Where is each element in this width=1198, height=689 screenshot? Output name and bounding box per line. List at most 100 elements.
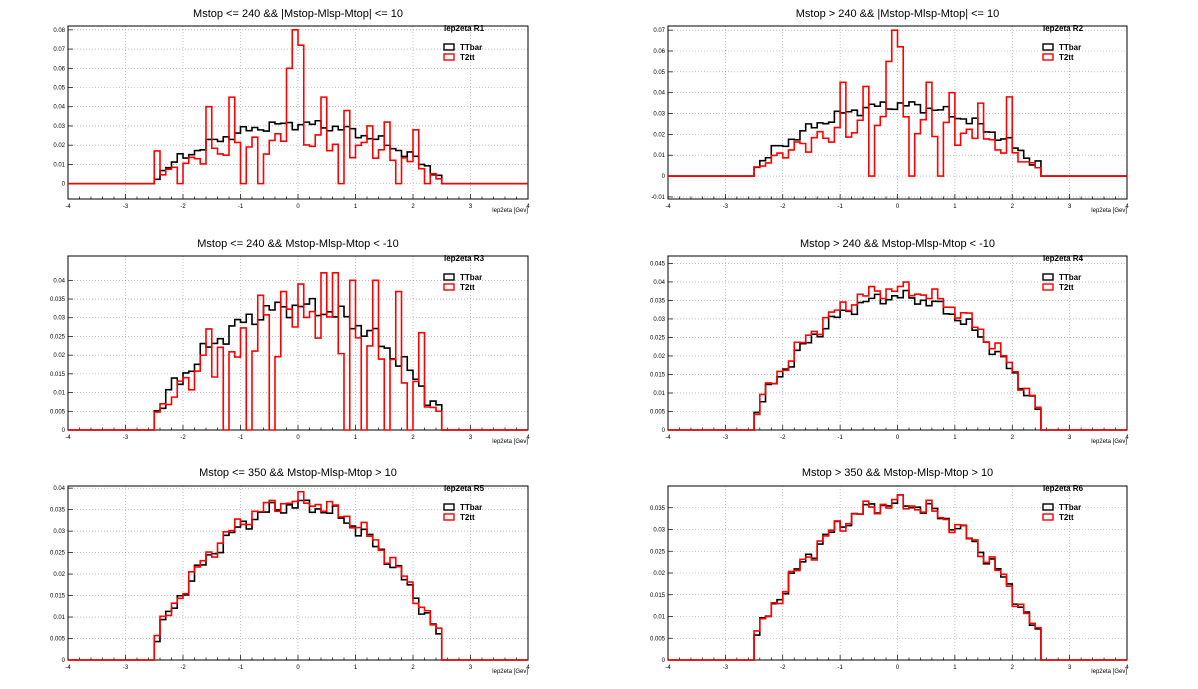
histogram-series-t2tt bbox=[68, 272, 528, 431]
stats-box-label: lep2eta R3 bbox=[444, 254, 485, 263]
x-tick-label: 3 bbox=[469, 435, 473, 441]
y-tick-label: 0.03 bbox=[53, 316, 65, 322]
stats-box-label: lep2eta R5 bbox=[444, 484, 485, 493]
y-tick-label: 0.06 bbox=[53, 66, 65, 72]
legend-marker bbox=[1042, 273, 1054, 281]
x-tick-label: 4 bbox=[526, 665, 530, 671]
legend-marker bbox=[443, 53, 455, 61]
histogram-series-t2tt bbox=[668, 281, 1127, 431]
y-tick-label: 0.015 bbox=[50, 594, 66, 600]
histogram-series-t2tt bbox=[668, 29, 1127, 177]
histogram-panel: -4 -3 -2 -1 0 1 2 3 4 0 0.005 0.01 0.015 0.02 0.025 0.0… bbox=[50, 238, 530, 445]
x-axis-label: lep2eta [Gev] bbox=[1091, 669, 1127, 675]
x-tick-label: 1 bbox=[953, 665, 957, 671]
y-tick-label: 0.035 bbox=[650, 298, 666, 304]
x-tick-label: -2 bbox=[780, 665, 786, 671]
y-tick-label: 0.035 bbox=[50, 508, 66, 514]
y-tick-label: 0.03 bbox=[53, 124, 65, 130]
x-tick-label: 1 bbox=[354, 435, 358, 441]
x-tick-label: -2 bbox=[780, 435, 786, 441]
chart-title: Mstop <= 350 && Mstop-Mlsp-Mtop > 10 bbox=[199, 467, 397, 479]
x-tick-label: -1 bbox=[837, 435, 843, 441]
legend-label: T2tt bbox=[460, 283, 475, 292]
x-tick-label: 0 bbox=[296, 204, 300, 210]
x-axis-label: lep2eta [Gev] bbox=[492, 439, 528, 445]
legend-label: TTbar bbox=[1059, 273, 1081, 282]
x-tick-label: -3 bbox=[123, 435, 129, 441]
y-tick-label: 0.025 bbox=[50, 334, 66, 340]
histogram-series-t2tt bbox=[668, 493, 1127, 661]
chart-title: Mstop <= 240 && Mstop-Mlsp-Mtop < -10 bbox=[197, 238, 398, 250]
y-tick-label: 0.01 bbox=[53, 615, 65, 621]
y-tick-label: 0.05 bbox=[53, 86, 65, 92]
x-tick-label: -4 bbox=[665, 435, 671, 441]
x-tick-label: -3 bbox=[723, 665, 729, 671]
y-tick-label: 0.05 bbox=[653, 70, 665, 76]
histogram-panel: -4 -3 -2 -1 0 1 2 3 4 0 0.005 0.01 0.015 0.02 0.025 0.0… bbox=[650, 467, 1129, 675]
stats-box-label: lep2eta R2 bbox=[1043, 24, 1084, 33]
legend-marker bbox=[1042, 43, 1054, 51]
x-tick-label: 2 bbox=[1011, 665, 1015, 671]
x-tick-label: 3 bbox=[1068, 435, 1072, 441]
x-tick-label: 4 bbox=[526, 204, 530, 210]
y-tick-label: 0.015 bbox=[50, 372, 66, 378]
x-tick-label: -3 bbox=[723, 204, 729, 210]
x-tick-label: -2 bbox=[780, 204, 786, 210]
y-tick-label: 0.02 bbox=[653, 571, 665, 577]
legend-label: TTbar bbox=[460, 273, 482, 282]
y-tick-label: 0.03 bbox=[653, 317, 665, 323]
y-tick-label: 0.01 bbox=[53, 162, 65, 168]
x-tick-label: 3 bbox=[1068, 665, 1072, 671]
x-tick-label: -4 bbox=[65, 204, 71, 210]
x-tick-label: 4 bbox=[526, 435, 530, 441]
y-tick-label: 0.02 bbox=[53, 572, 65, 578]
chart-title: Mstop > 240 && |Mstop-Mlsp-Mtop| <= 10 bbox=[796, 8, 1000, 20]
x-tick-label: 1 bbox=[953, 435, 957, 441]
x-tick-label: -1 bbox=[238, 204, 244, 210]
y-tick-label: 0.07 bbox=[653, 28, 665, 34]
x-tick-label: -3 bbox=[123, 665, 129, 671]
legend-label: TTbar bbox=[1059, 43, 1081, 52]
x-tick-label: 0 bbox=[896, 435, 900, 441]
chart-title: Mstop > 240 && Mstop-Mlsp-Mtop < -10 bbox=[800, 238, 995, 250]
stats-box-label: lep2eta R1 bbox=[444, 24, 485, 33]
x-tick-label: 1 bbox=[354, 665, 358, 671]
x-axis-label: lep2eta [Gev] bbox=[492, 669, 528, 675]
x-tick-label: 1 bbox=[354, 204, 358, 210]
y-tick-label: 0 bbox=[662, 174, 666, 180]
x-tick-label: -1 bbox=[238, 665, 244, 671]
stats-box-label: lep2eta R6 bbox=[1043, 484, 1084, 493]
histogram-panel: -4 -3 -2 -1 0 1 2 3 4 -0.01 0 0.01 0.02 0.03 0.04 0.05 0… bbox=[651, 8, 1129, 214]
x-tick-label: 4 bbox=[1125, 204, 1129, 210]
legend-marker bbox=[443, 513, 455, 521]
legend-label: T2tt bbox=[1059, 53, 1074, 62]
x-axis-label: lep2eta [Gev] bbox=[1091, 208, 1127, 214]
y-tick-label: -0.01 bbox=[651, 195, 665, 201]
x-tick-label: -1 bbox=[837, 665, 843, 671]
y-tick-label: 0.02 bbox=[653, 354, 665, 360]
x-tick-label: 0 bbox=[896, 204, 900, 210]
y-tick-label: 0.01 bbox=[53, 391, 65, 397]
y-tick-label: 0.005 bbox=[50, 637, 66, 643]
y-tick-label: 0.04 bbox=[653, 280, 665, 286]
x-tick-label: -3 bbox=[723, 435, 729, 441]
x-tick-label: -4 bbox=[665, 204, 671, 210]
x-axis-label: lep2eta [Gev] bbox=[1091, 439, 1127, 445]
x-tick-label: -2 bbox=[180, 665, 186, 671]
stats-box-label: lep2eta R4 bbox=[1043, 254, 1084, 263]
y-tick-label: 0 bbox=[662, 428, 666, 434]
y-tick-label: 0.02 bbox=[53, 143, 65, 149]
x-tick-label: 1 bbox=[953, 204, 957, 210]
legend-label: T2tt bbox=[1059, 283, 1074, 292]
y-tick-label: 0.04 bbox=[653, 91, 665, 97]
y-tick-label: 0.035 bbox=[50, 297, 66, 303]
x-tick-label: 3 bbox=[469, 665, 473, 671]
legend-label: T2tt bbox=[460, 53, 475, 62]
x-tick-label: 4 bbox=[1125, 435, 1129, 441]
y-tick-label: 0 bbox=[62, 658, 66, 664]
histogram-panel: -4 -3 -2 -1 0 1 2 3 4 0 0.01 0.02 0.03 0.04 0.05 0.06 0.… bbox=[53, 8, 530, 214]
x-tick-label: -4 bbox=[665, 665, 671, 671]
legend-label: TTbar bbox=[460, 43, 482, 52]
y-tick-label: 0.045 bbox=[650, 261, 666, 267]
